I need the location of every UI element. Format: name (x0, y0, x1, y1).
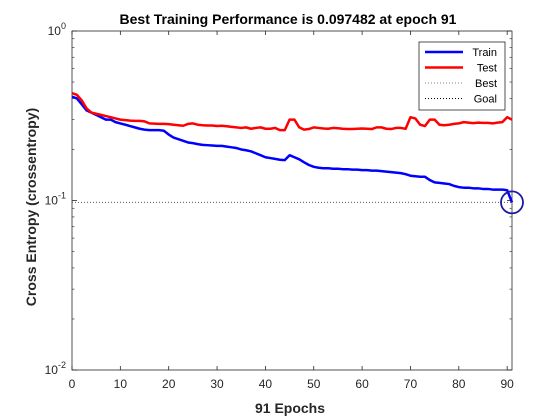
x-tick-label: 20 (162, 377, 176, 391)
x-tick-label: 80 (452, 377, 466, 391)
legend-label-test: Test (477, 63, 497, 75)
reference-lines (72, 31, 513, 370)
series-train-line (71, 95, 514, 203)
x-tick-label: 0 (69, 377, 76, 391)
chart-title: Best Training Performance is 0.097482 at… (120, 11, 457, 27)
legend: Train Test Best Goal (418, 41, 506, 111)
x-tick-label: 60 (355, 377, 369, 391)
x-tick-label: 50 (307, 377, 321, 391)
x-tick-label: 10 (114, 377, 128, 391)
legend-label-train: Train (472, 47, 497, 59)
x-tick-label: 70 (404, 377, 418, 391)
legend-label-goal: Goal (474, 94, 497, 106)
x-axis-label: 91 Epochs (255, 400, 325, 416)
best-point-marker (500, 190, 524, 215)
x-tick-label: 30 (210, 377, 224, 391)
y-tick-label: 10-1 (45, 191, 66, 208)
series-layer (71, 91, 524, 215)
x-tick-label: 40 (259, 377, 273, 391)
y-tick-label: 100 (48, 21, 66, 38)
legend-label-best: Best (475, 78, 497, 90)
y-axis-label: Cross Entropy (crossentropy) (23, 108, 39, 306)
series-test-line (71, 91, 513, 132)
x-tick-label: 90 (500, 377, 514, 391)
axis-ticks: 0 10 20 30 40 50 60 70 80 90 10-2 10-1 100 (45, 21, 515, 391)
y-tick-label: 10-2 (45, 360, 66, 377)
